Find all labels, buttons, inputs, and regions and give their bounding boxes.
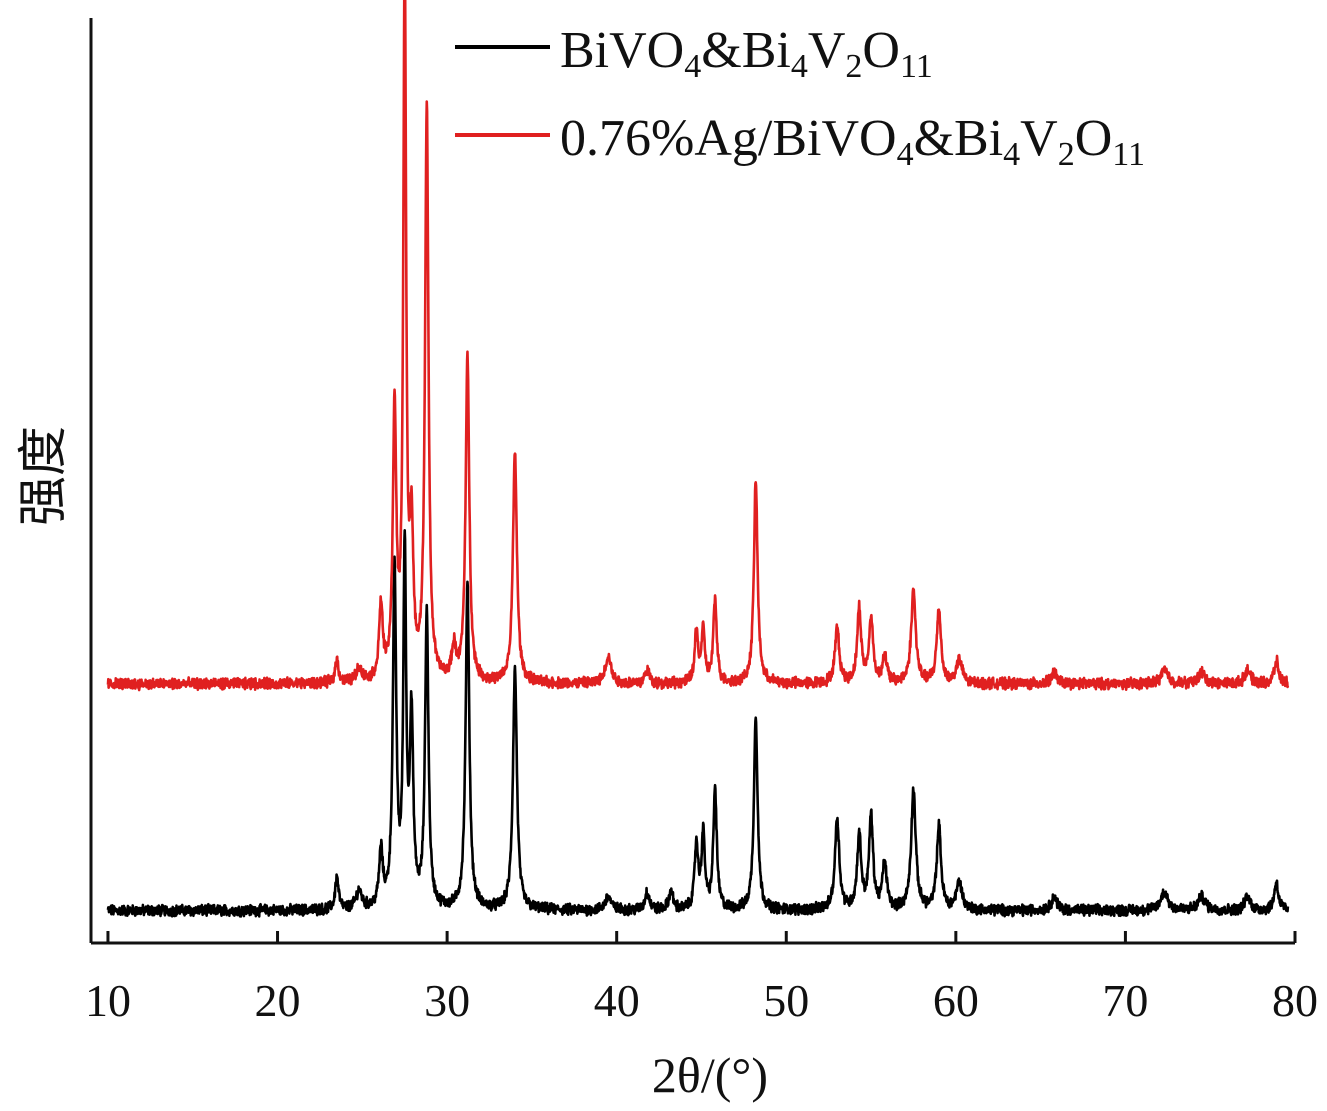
- x-tick-label: 70: [1102, 975, 1148, 1026]
- axis-labels: 2θ/(°) 强度: [15, 426, 768, 1103]
- x-tick-label: 50: [763, 975, 809, 1026]
- legend-label-0: BiVO4&Bi4V2O11: [560, 22, 933, 85]
- series-line-1: [106, 0, 1290, 692]
- x-tick-label: 10: [85, 975, 131, 1026]
- x-tick-label: 40: [594, 975, 640, 1026]
- axes: 10 20 30 40 50 60 70 80: [85, 18, 1318, 1026]
- series-line-0: [106, 529, 1290, 918]
- x-axis-title: 2θ/(°): [652, 1047, 768, 1103]
- x-tick-label: 60: [933, 975, 979, 1026]
- x-tick-label: 80: [1272, 975, 1318, 1026]
- x-tick-label: 20: [255, 975, 301, 1026]
- series-layer: [106, 0, 1290, 918]
- x-tick-label: 30: [424, 975, 470, 1026]
- legend-label-1: 0.76%Ag/BiVO4&Bi4V2O11: [560, 110, 1145, 173]
- y-axis-title: 强度: [15, 426, 71, 526]
- legend: BiVO4&Bi4V2O11 0.76%Ag/BiVO4&Bi4V2O11: [455, 22, 1145, 173]
